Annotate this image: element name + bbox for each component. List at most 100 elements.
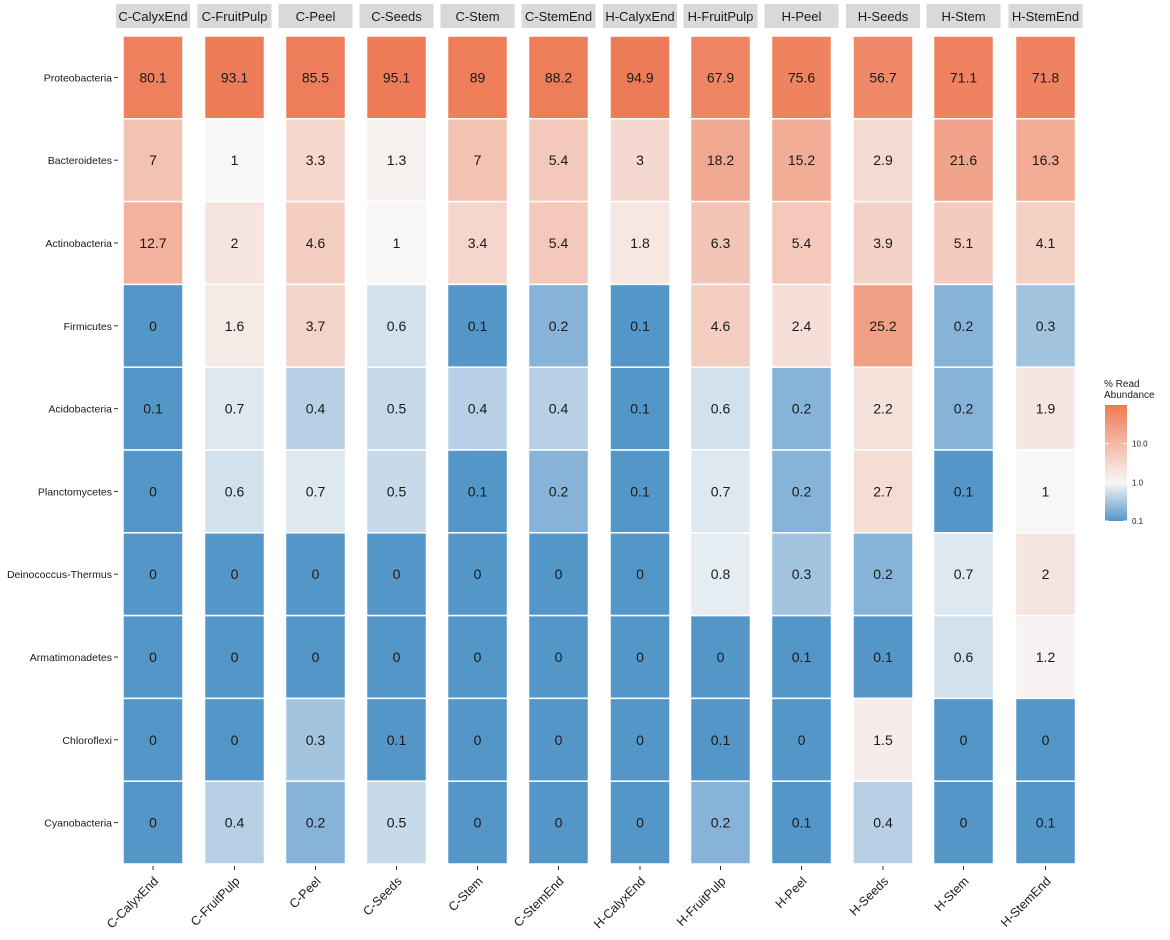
cell-value-label: 0 xyxy=(474,815,482,831)
cell-value-label: 0.5 xyxy=(387,815,407,831)
heatmap-cell xyxy=(770,35,833,120)
heatmap-cell xyxy=(365,366,428,451)
facet-strip-label: H-Peel xyxy=(782,9,822,24)
heatmap-cell xyxy=(770,118,833,203)
cell-value-label: 0 xyxy=(312,649,320,665)
heatmap-cell xyxy=(932,283,995,368)
heatmap-cell xyxy=(446,614,509,700)
heatmap-cell xyxy=(446,780,509,865)
heatmap-cell xyxy=(1014,118,1077,203)
cell-value-label: 0.7 xyxy=(711,483,731,499)
heatmap-cell xyxy=(1014,449,1077,534)
cell-value-label: 0 xyxy=(960,732,968,748)
heatmap-cell xyxy=(365,697,428,782)
heatmap-cell xyxy=(1014,780,1077,865)
heatmap-cell xyxy=(122,449,184,534)
facet-strip xyxy=(116,4,190,28)
cell-value-label: 0.3 xyxy=(1036,318,1056,334)
legend-tick-label: 1.0 xyxy=(1132,478,1144,487)
cell-value-label: 1.3 xyxy=(387,152,407,168)
cell-value-label: 0 xyxy=(960,815,968,831)
y-tick-label: Armatimonadetes xyxy=(30,652,112,664)
cell-value-label: 0.8 xyxy=(711,566,731,582)
heatmap-cell xyxy=(852,118,914,203)
cell-value-label: 0.6 xyxy=(387,318,407,334)
facet-strip xyxy=(359,4,434,28)
x-tick-label: C-Stem xyxy=(446,874,486,914)
cell-value-label: 0.1 xyxy=(792,649,812,665)
cell-value-label: 0.1 xyxy=(630,483,650,499)
cell-value-label: 0 xyxy=(149,732,157,748)
heatmap-cell xyxy=(689,532,752,617)
cell-value-label: 5.1 xyxy=(954,235,974,251)
cell-value-label: 7 xyxy=(149,152,157,168)
cell-value-label: 3.7 xyxy=(306,318,326,334)
cell-value-label: 0 xyxy=(149,566,157,582)
cell-value-label: 18.2 xyxy=(707,152,734,168)
cell-value-label: 0.2 xyxy=(954,401,974,417)
cell-value-label: 71.8 xyxy=(1032,69,1059,85)
cell-value-label: 0.1 xyxy=(954,483,974,499)
heatmap-cell xyxy=(1014,200,1077,286)
y-tick-label: Bacteroidetes xyxy=(48,155,112,167)
heatmap-cell xyxy=(203,118,266,203)
cell-value-label: 0.2 xyxy=(792,483,812,499)
x-tick-label: H-FruitPulp xyxy=(674,874,729,929)
cell-value-label: 1.9 xyxy=(1036,401,1056,417)
legend-colorbar xyxy=(1105,405,1127,521)
x-tick-label: H-CalyxEnd xyxy=(591,874,648,931)
cell-value-label: 0 xyxy=(474,732,482,748)
heatmap-cell xyxy=(689,35,752,120)
cell-value-label: 2.4 xyxy=(792,318,812,334)
x-tick-label: C-StemEnd xyxy=(511,874,567,930)
cell-value-label: 3.4 xyxy=(468,235,488,251)
heatmap-cell xyxy=(852,614,914,700)
heatmap-cell xyxy=(852,449,914,534)
cell-value-label: 0 xyxy=(555,649,563,665)
facet-strip-label: H-Stem xyxy=(941,9,985,24)
cell-value-label: 0 xyxy=(636,566,644,582)
cell-value-label: 0 xyxy=(149,318,157,334)
cell-value-label: 1 xyxy=(1042,483,1050,499)
facet-strip xyxy=(603,4,677,28)
heatmap-cell xyxy=(446,449,509,534)
cell-value-label: 0.2 xyxy=(873,566,893,582)
heatmap-cell xyxy=(1014,697,1077,782)
cell-value-label: 80.1 xyxy=(139,69,166,85)
cell-value-label: 0.1 xyxy=(468,483,488,499)
cell-value-label: 0.7 xyxy=(225,401,245,417)
cell-value-label: 3.9 xyxy=(873,235,893,251)
facet-strip-label: H-FruitPulp xyxy=(688,9,754,24)
heatmap-cell xyxy=(689,283,752,368)
heatmap-cell xyxy=(527,449,590,534)
heatmap-cell xyxy=(284,366,347,451)
cell-value-label: 0.3 xyxy=(792,566,812,582)
cell-value-label: 0.4 xyxy=(306,401,326,417)
cell-value-label: 56.7 xyxy=(869,69,896,85)
cell-value-label: 0 xyxy=(555,815,563,831)
cell-value-label: 0.2 xyxy=(549,318,569,334)
heatmap-cell xyxy=(284,780,347,865)
heatmap-cell xyxy=(122,118,184,203)
facet-strip xyxy=(440,4,515,28)
heatmap-cell xyxy=(932,697,995,782)
cell-value-label: 0.2 xyxy=(549,483,569,499)
heatmap-cell xyxy=(609,780,671,865)
heatmap-cell xyxy=(770,200,833,286)
x-tick-label: C-Seeds xyxy=(360,874,404,918)
heatmap-cell xyxy=(203,283,266,368)
heatmap-cell xyxy=(852,532,914,617)
facet-strip-label: C-Stem xyxy=(455,9,499,24)
y-tick-label: Planctomycetes xyxy=(38,486,112,498)
heatmap-cell xyxy=(527,697,590,782)
heatmap-cell xyxy=(284,449,347,534)
cell-value-label: 0 xyxy=(1042,732,1050,748)
cell-value-label: 15.2 xyxy=(788,152,815,168)
cell-value-label: 1.6 xyxy=(225,318,245,334)
heatmap-cell xyxy=(609,35,671,120)
cell-value-label: 93.1 xyxy=(221,69,248,85)
cell-value-label: 4.1 xyxy=(1036,235,1056,251)
facet-strip xyxy=(521,4,596,28)
cell-value-label: 89 xyxy=(470,69,486,85)
